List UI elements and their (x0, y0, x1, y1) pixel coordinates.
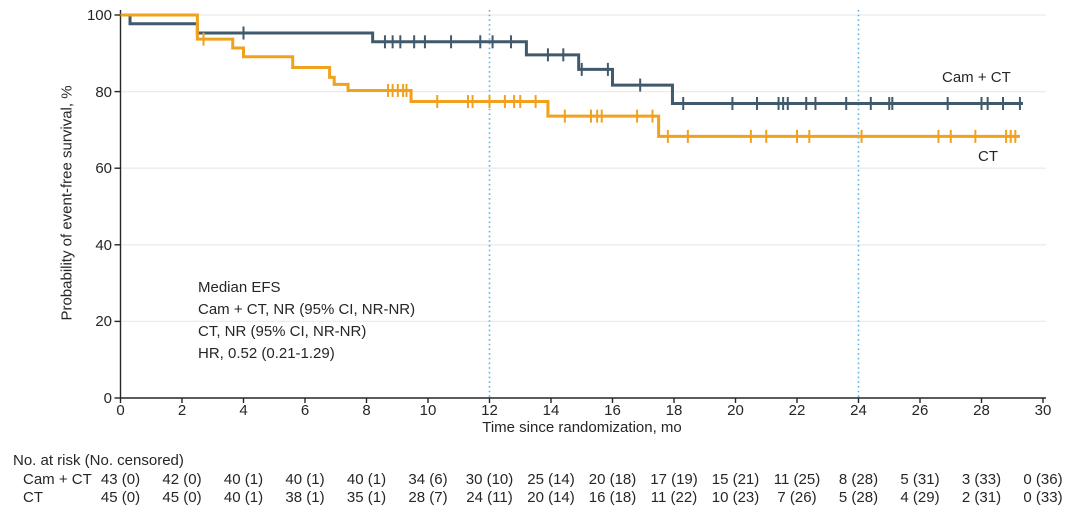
risk-cell: 2 (31) (961, 489, 1002, 506)
series-cam-ct (120, 13, 1024, 110)
risk-row-label-cam-ct: Cam + CT (23, 471, 92, 488)
risk-cell: 35 (1) (346, 489, 387, 506)
x-tick-label: 8 (362, 402, 371, 419)
risk-cell: 0 (33) (1023, 489, 1063, 506)
axes (114, 10, 1046, 403)
risk-cell: 11 (22) (650, 489, 698, 506)
x-tick-label: 12 (481, 402, 498, 419)
risk-cell: 43 (0) (100, 471, 141, 488)
risk-cell: 30 (10) (465, 471, 514, 488)
y-tick-label: 80 (95, 83, 112, 101)
risk-cell: 20 (14) (527, 489, 575, 506)
y-tick-label: 60 (95, 160, 112, 178)
risk-cell: 38 (1) (285, 489, 325, 506)
risk-cell: 20 (18) (588, 471, 637, 488)
gridlines (120, 14, 1046, 323)
risk-cell: 11 (25) (773, 471, 821, 488)
x-tick-label: 14 (542, 402, 560, 419)
risk-cell: 40 (1) (223, 489, 264, 506)
risk-cell: 16 (18) (588, 489, 637, 506)
x-tick-label: 4 (239, 402, 248, 419)
risk-row-label-ct: CT (23, 489, 43, 506)
risk-cell: 45 (0) (162, 489, 202, 506)
curve-label-ct: CT (978, 148, 998, 165)
x-tick-label: 24 (850, 402, 867, 419)
x-tick-label: 28 (973, 402, 990, 419)
risk-cell: 0 (36) (1023, 471, 1063, 488)
x-tick-label: 6 (300, 402, 310, 419)
x-tick-label: 16 (604, 402, 621, 419)
risk-table-title: No. at risk (No. censored) (13, 452, 184, 469)
risk-cell: 40 (1) (285, 471, 325, 488)
risk-cell: 7 (26) (777, 489, 817, 506)
annotation-line-hazard-ratio: HR, 0.52 (0.21-1.29) (198, 345, 335, 362)
x-tick-label: 0 (116, 402, 125, 419)
series-ct (120, 13, 1020, 143)
risk-cell: 45 (0) (100, 489, 141, 506)
curve-label-cam-ct: Cam + CT (942, 69, 1011, 86)
x-tick-label: 26 (911, 402, 929, 419)
risk-cell: 42 (0) (162, 471, 202, 488)
risk-cell: 17 (19) (650, 471, 698, 488)
x-axis-title: Time since randomization, mo (482, 419, 682, 436)
annotation-line-camct-ci: Cam + CT, NR (95% CI, NR-NR) (198, 301, 416, 318)
y-tick-label: 0 (103, 390, 112, 407)
annotation-line-ct-ci: CT, NR (95% CI, NR-NR) (198, 323, 367, 340)
x-tick-label: 20 (727, 402, 744, 419)
x-tick-label: 10 (419, 402, 437, 419)
y-axis-title: Probability of event-free survival, % (58, 85, 76, 321)
risk-cell: 10 (23) (711, 489, 760, 506)
median-efs-annotation: Median EFS Cam + CT, NR (95% CI, NR-NR) … (198, 277, 415, 365)
series-ct-curve (120, 13, 1020, 138)
risk-cell: 40 (1) (223, 471, 264, 488)
risk-cell: 15 (21) (711, 471, 760, 488)
risk-cell: 28 (7) (408, 489, 448, 506)
risk-cell: 3 (33) (961, 471, 1002, 488)
y-tick-label: 100 (86, 7, 112, 24)
risk-cell: 5 (31) (900, 471, 940, 488)
risk-cell: 34 (6) (408, 471, 448, 488)
annotation-line-median-efs: Median EFS (198, 279, 281, 296)
risk-cell: 25 (14) (527, 471, 575, 488)
x-tick-label: 30 (1034, 402, 1052, 419)
series-ct-censor-marks (202, 32, 1017, 143)
x-tick-label: 2 (177, 402, 187, 419)
series-cam-ct-censor-marks (242, 26, 1021, 110)
risk-cell: 40 (1) (346, 471, 387, 488)
x-tick-label: 22 (788, 402, 806, 419)
x-tick-label: 18 (665, 402, 683, 419)
risk-cell: 5 (28) (838, 489, 879, 506)
y-tick-label: 40 (95, 236, 112, 254)
risk-cell: 24 (11) (466, 489, 513, 506)
risk-cell: 8 (28) (838, 471, 879, 488)
y-tick-label: 20 (95, 313, 112, 331)
risk-cell: 4 (29) (900, 489, 940, 506)
series-cam-ct-curve (120, 13, 1024, 105)
